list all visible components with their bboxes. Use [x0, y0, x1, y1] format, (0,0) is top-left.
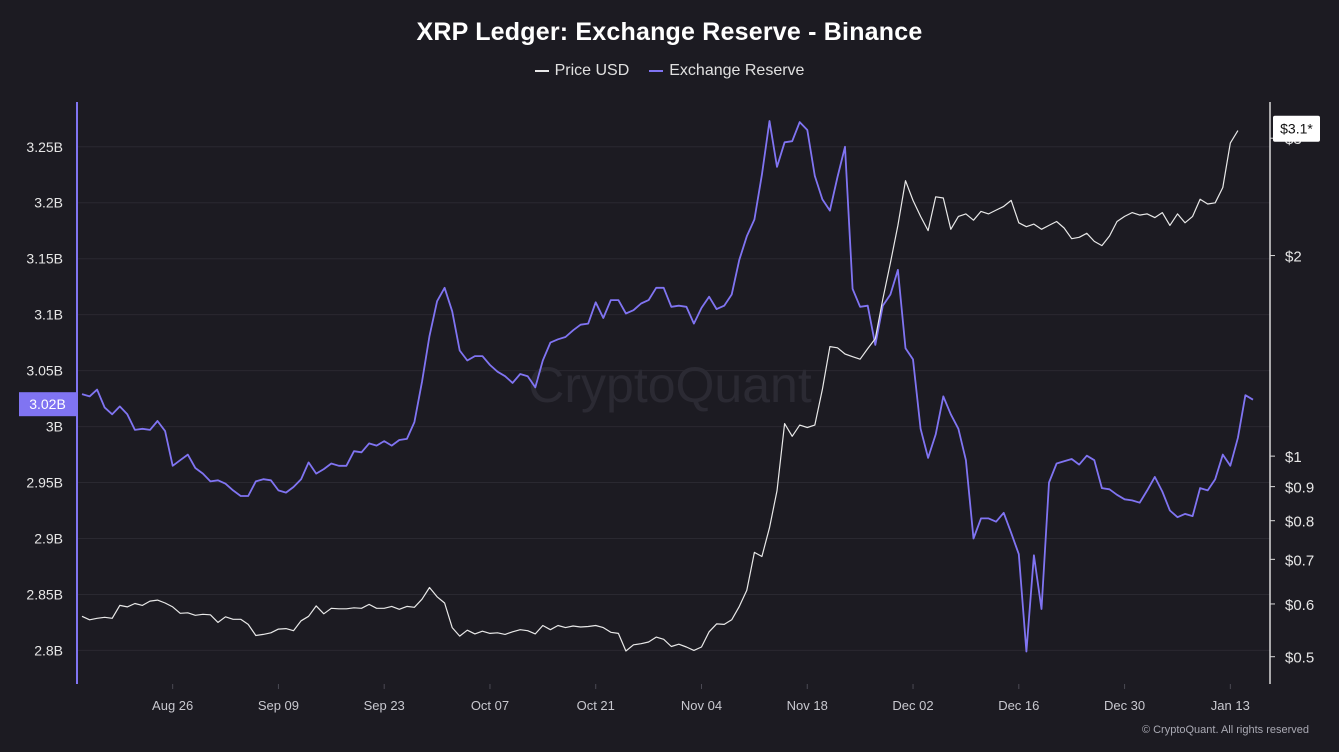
right-tick-label: $0.8: [1285, 514, 1314, 531]
legend-swatch-reserve: [649, 70, 664, 72]
left-tick-label: 3.25B: [26, 139, 63, 155]
left-current-label: 3.02B: [29, 396, 66, 412]
legend: Price USD Exchange Reserve: [0, 62, 1339, 80]
series-line-price-usd[interactable]: [81, 130, 1239, 652]
left-tick-label: 3.1B: [34, 307, 63, 323]
legend-swatch-price: [534, 70, 549, 72]
gridlines: [77, 146, 1270, 651]
x-tick-label: Aug 26: [152, 698, 193, 713]
x-tick-label: Jan 13: [1211, 698, 1250, 713]
right-tick-label: $0.5: [1285, 650, 1314, 667]
x-tick-label: Dec 30: [1104, 698, 1145, 713]
left-tick-label: 2.85B: [26, 586, 63, 602]
right-current-label: $3.1*: [1280, 121, 1313, 137]
right-tick-label: $0.9: [1285, 480, 1314, 497]
right-tick-label: $2: [1285, 249, 1302, 266]
x-tick-label: Sep 23: [364, 698, 405, 713]
legend-item-price[interactable]: Price USD: [534, 62, 630, 80]
left-current-badge: [19, 392, 76, 417]
x-tick-label: Nov 04: [681, 698, 722, 713]
left-tick-label: 3.2B: [34, 195, 63, 211]
axes: [76, 102, 1275, 689]
watermark: CryptoQuant: [528, 357, 812, 413]
right-tick-label: $0.6: [1285, 597, 1314, 614]
left-tick-label: 2.8B: [34, 642, 63, 658]
series-line-exchange-reserve[interactable]: [81, 120, 1254, 653]
right-current-badge: [1273, 115, 1320, 142]
left-tick-label: 2.9B: [34, 531, 63, 547]
x-tick-label: Oct 21: [577, 698, 615, 713]
axis-labels: 2.8B 2.85B 2.9B 2.95B 3B 3.05B 3.1B 3.15B 3.2B 3.…: [19, 115, 1320, 713]
left-tick-label: 3.05B: [26, 363, 63, 379]
legend-label-price: Price USD: [554, 62, 630, 79]
legend-label-reserve: Exchange Reserve: [669, 62, 805, 79]
series[interactable]: [81, 120, 1254, 653]
x-tick-label: Nov 18: [787, 698, 828, 713]
copyright-note: © CryptoQuant. All rights reserved: [1141, 724, 1309, 736]
left-tick-label: 3B: [46, 419, 63, 435]
right-tick-label: $0.7: [1285, 552, 1314, 569]
x-tick-label: Oct 07: [471, 698, 509, 713]
left-tick-label: 2.95B: [26, 475, 63, 491]
chart-title: XRP Ledger: Exchange Reserve - Binance: [416, 18, 923, 46]
legend-item-reserve[interactable]: Exchange Reserve: [649, 62, 804, 80]
x-tick-label: Dec 02: [892, 698, 933, 713]
x-tick-label: Dec 16: [998, 698, 1039, 713]
left-tick-label: 3.15B: [26, 251, 63, 267]
right-tick-label: $1: [1285, 449, 1302, 466]
x-tick-label: Sep 09: [258, 698, 299, 713]
